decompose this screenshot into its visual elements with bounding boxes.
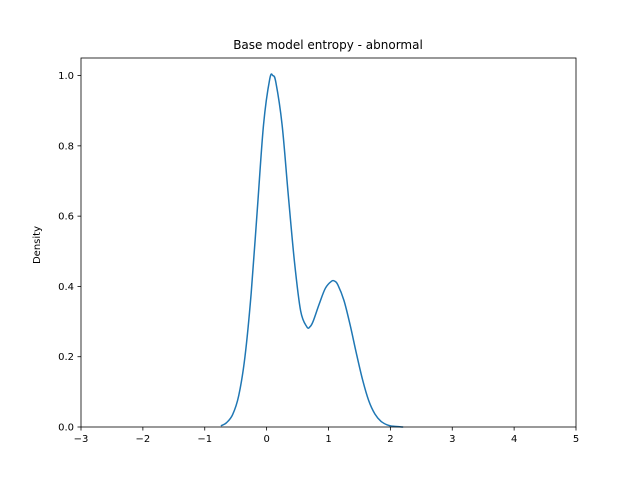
density-line-0 [220,73,404,428]
x-tick-label: −3 [74,434,89,445]
plot-area: −3 −2 −1 0 1 2 3 4 5 0.0 0.2 0.4 0.6 0.8 1.0 [58,57,579,445]
x-tick-label: −2 [136,434,151,445]
x-tick-label: 1 [325,434,331,445]
y-axis-label: Density [32,226,43,264]
x-tick-label: 3 [449,434,455,445]
x-tick-label: 0 [263,434,269,445]
y-tick-label: 1.0 [58,71,74,82]
y-tick-label: 0.4 [58,282,74,293]
x-tick-label: 2 [387,434,393,445]
y-tick-label: 0.0 [58,423,74,434]
x-tick-label: 5 [573,434,579,445]
y-tick-label: 0.6 [58,212,74,223]
y-tick-label: 0.8 [58,141,74,152]
x-tick-label: 4 [511,434,517,445]
x-tick-label: −1 [197,434,212,445]
chart-title: Base model entropy - abnormal [233,38,423,52]
y-tick-label: 0.2 [58,352,74,363]
axes-frame [80,57,577,428]
